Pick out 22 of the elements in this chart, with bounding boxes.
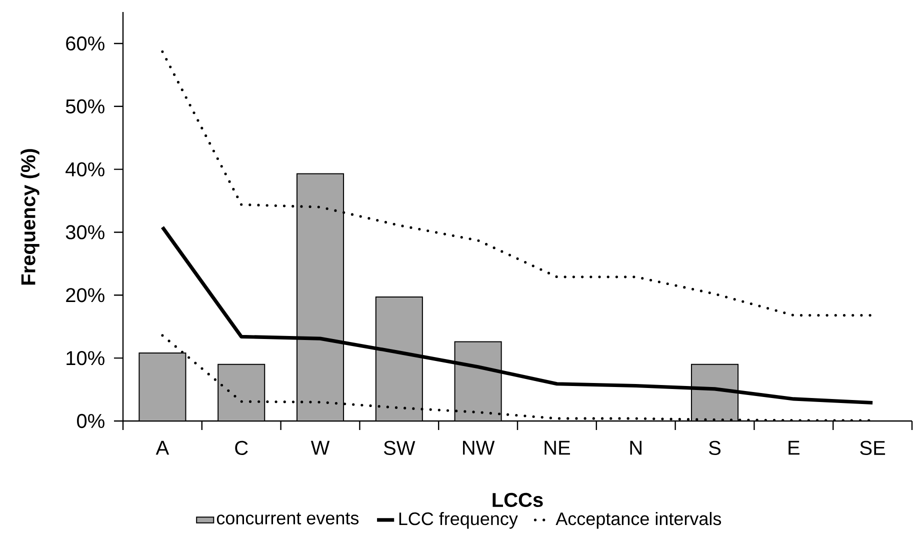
- y-tick-label: 60%: [66, 36, 104, 51]
- y-tick-label: 30%: [66, 225, 104, 240]
- x-axis-title: LCCs: [492, 492, 543, 508]
- legend-label: concurrent events: [216, 512, 359, 524]
- x-tick-label: NW: [463, 440, 495, 455]
- y-tick-label: 0%: [77, 414, 104, 428]
- y-tick-label: 40%: [66, 162, 104, 176]
- x-tick-label: SE: [860, 440, 886, 456]
- y-tick-label: 20%: [66, 288, 104, 302]
- legend-label: Acceptance intervals: [556, 512, 722, 529]
- y-axis-title: Frequency (%): [20, 149, 40, 285]
- x-tick-label: S: [708, 440, 721, 456]
- x-tick-label: A: [156, 440, 170, 455]
- x-tick-label: N: [630, 440, 642, 455]
- x-tick-label: NE: [544, 440, 570, 455]
- x-tick-label: E: [788, 440, 800, 455]
- y-tick-label: 10%: [66, 351, 104, 366]
- legend-label: LCC frequency: [399, 512, 518, 529]
- x-tick-label: C: [235, 440, 248, 456]
- y-tick-label: 50%: [66, 99, 104, 114]
- x-tick-label: SW: [384, 440, 416, 456]
- x-tick-label: W: [310, 440, 330, 455]
